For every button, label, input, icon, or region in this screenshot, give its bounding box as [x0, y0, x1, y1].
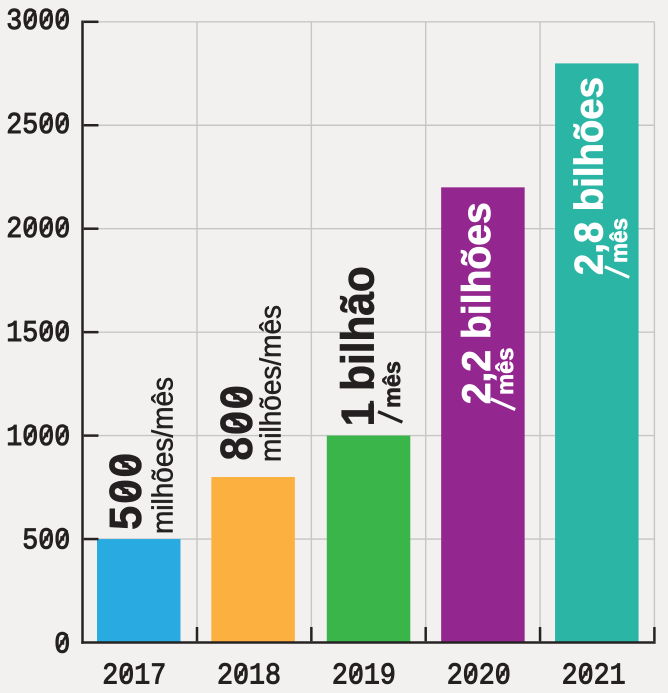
svg-text:1 bilhão: 1 bilhão: [332, 266, 384, 426]
svg-text:mês: mês: [379, 361, 405, 408]
svg-text:500: 500: [22, 525, 70, 559]
svg-text:2500: 2500: [6, 110, 70, 144]
svg-text:2019: 2019: [332, 660, 396, 693]
svg-text:2018: 2018: [217, 660, 281, 693]
svg-text:3000: 3000: [6, 5, 70, 39]
svg-text:mês: mês: [606, 218, 632, 263]
svg-text:0: 0: [54, 629, 70, 663]
svg-text:milhões/mês: milhões/mês: [255, 305, 287, 462]
svg-text:1500: 1500: [6, 317, 70, 351]
svg-text:2021: 2021: [562, 660, 626, 693]
svg-text:milhões/mês: milhões/mês: [146, 377, 178, 534]
svg-text:2,8 bilhões: 2,8 bilhões: [567, 77, 611, 275]
svg-text:2017: 2017: [102, 660, 166, 693]
svg-text:2,2 bilhões: 2,2 bilhões: [455, 202, 499, 404]
svg-text:mês: mês: [492, 348, 518, 396]
